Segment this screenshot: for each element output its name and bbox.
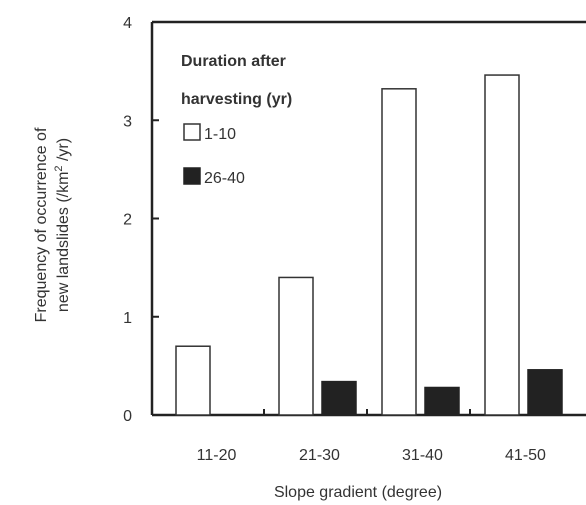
x-tick-label-2: 31-40: [402, 447, 443, 464]
y-axis-title-line2-main: new landslides (/km: [55, 172, 72, 313]
y-tick-label-2: 2: [123, 212, 132, 229]
y-tick-label-4: 4: [123, 15, 132, 32]
bars: [175, 74, 563, 416]
x-tick-labels: 11-20 21-30 31-40 41-50: [197, 447, 546, 464]
x-tick-label-0: 11-20: [197, 447, 237, 464]
axes: [150, 20, 586, 417]
bar-series-1-31-40: [381, 88, 417, 416]
y-axis-title-line2-end: /yr): [55, 138, 72, 166]
bar-series-1-41-50: [484, 74, 520, 416]
y-tick-label-3: 3: [123, 113, 132, 130]
legend: Duration after harvesting (yr) 1-10 26-4…: [181, 53, 292, 187]
legend-title-line1: Duration after: [181, 53, 286, 70]
y-axis-title-line2: new landslides (/km2 /yr): [53, 138, 72, 312]
y-axis-title-sup: 2: [53, 165, 65, 171]
x-tick-label-3: 41-50: [505, 447, 546, 464]
y-tick-label-0: 0: [123, 408, 132, 425]
y-tick-labels: 0 1 2 3 4: [123, 15, 132, 425]
y-tick-label-1: 1: [123, 310, 132, 327]
legend-label-series-1: 1-10: [204, 126, 236, 143]
x-axis-title: Slope gradient (degree): [274, 484, 442, 501]
y-axis-title: Frequency of occurrence of new landslide…: [33, 127, 72, 322]
y-axis-title-line1: Frequency of occurrence of: [33, 127, 50, 322]
bar-series-1-21-30: [278, 276, 314, 416]
bar-series-2-41-50: [527, 369, 563, 416]
legend-title-line2: harvesting (yr): [181, 91, 292, 108]
legend-swatch-series-1: [183, 123, 201, 141]
x-tick-label-1: 21-30: [299, 447, 340, 464]
bar-series-2-21-30: [321, 380, 357, 416]
bar-series-2-31-40: [424, 386, 460, 416]
bar-series-1-11-20: [175, 345, 211, 416]
legend-swatch-series-2: [183, 167, 201, 185]
legend-label-series-2: 26-40: [204, 170, 245, 187]
